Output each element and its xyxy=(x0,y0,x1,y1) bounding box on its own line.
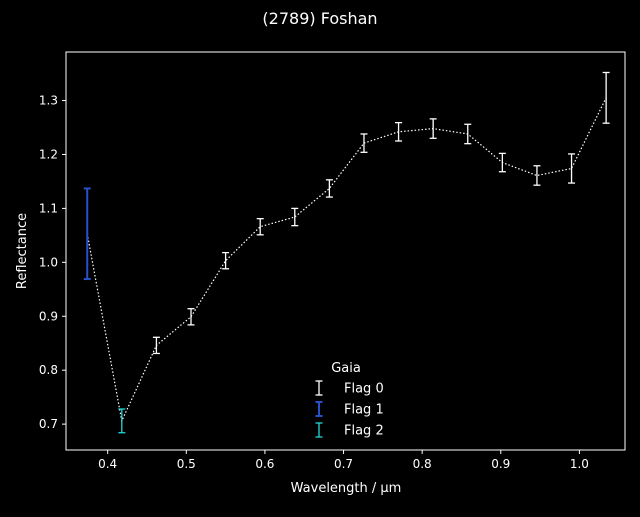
y-tick-label: 0.8 xyxy=(39,363,58,377)
legend-marker-flag-1 xyxy=(315,401,323,417)
chart-title: (2789) Foshan xyxy=(262,9,377,28)
data-point-flag-0 xyxy=(568,153,576,184)
x-tick-label: 0.7 xyxy=(334,457,353,471)
data-point-flag-0 xyxy=(291,207,299,227)
legend-label-flag-1: Flag 1 xyxy=(344,403,384,418)
y-axis-label: Reflectance xyxy=(15,213,30,289)
data-point-flag-0 xyxy=(152,336,160,355)
y-tick-label: 0.7 xyxy=(39,417,58,431)
plot-frame xyxy=(65,51,626,451)
x-tick-label: 0.4 xyxy=(98,457,117,471)
data-point-flag-0 xyxy=(395,121,403,142)
x-tick-label: 0.6 xyxy=(255,457,274,471)
data-point-flag-0 xyxy=(187,308,195,326)
x-tick-label: 0.8 xyxy=(413,457,432,471)
y-tick-label: 1.0 xyxy=(39,255,58,269)
legend-title: Gaia xyxy=(331,361,361,376)
legend-label-flag-2: Flag 2 xyxy=(344,424,384,439)
x-tick-label: 0.9 xyxy=(491,457,510,471)
data-point-flag-0 xyxy=(325,179,333,198)
data-point-flag-0 xyxy=(533,165,541,186)
data-point-flag-0 xyxy=(602,71,610,124)
y-tick-label: 1.1 xyxy=(39,201,58,215)
legend-marker-flag-2 xyxy=(315,422,323,438)
x-axis-label: Wavelength / μm xyxy=(291,481,402,496)
y-tick-label: 1.2 xyxy=(39,147,58,161)
data-point-flag-0 xyxy=(429,118,437,139)
x-tick-label: 1.0 xyxy=(570,457,589,471)
data-point-flag-0 xyxy=(464,123,472,145)
legend: Gaia Flag 0 Flag 1 Flag 2 xyxy=(315,361,384,439)
x-tick-label: 0.5 xyxy=(177,457,196,471)
y-tick-label: 1.3 xyxy=(39,94,58,108)
data-point-flag-0 xyxy=(256,217,264,236)
legend-marker-flag-0 xyxy=(315,380,323,396)
legend-label-flag-0: Flag 0 xyxy=(344,382,384,397)
data-point-flag-1 xyxy=(83,187,91,281)
data-point-flag-0 xyxy=(498,152,506,173)
data-point-flag-2 xyxy=(118,408,126,434)
data-point-flag-0 xyxy=(360,133,368,153)
data-point-flag-0 xyxy=(222,251,230,270)
y-tick-label: 0.9 xyxy=(39,309,58,323)
